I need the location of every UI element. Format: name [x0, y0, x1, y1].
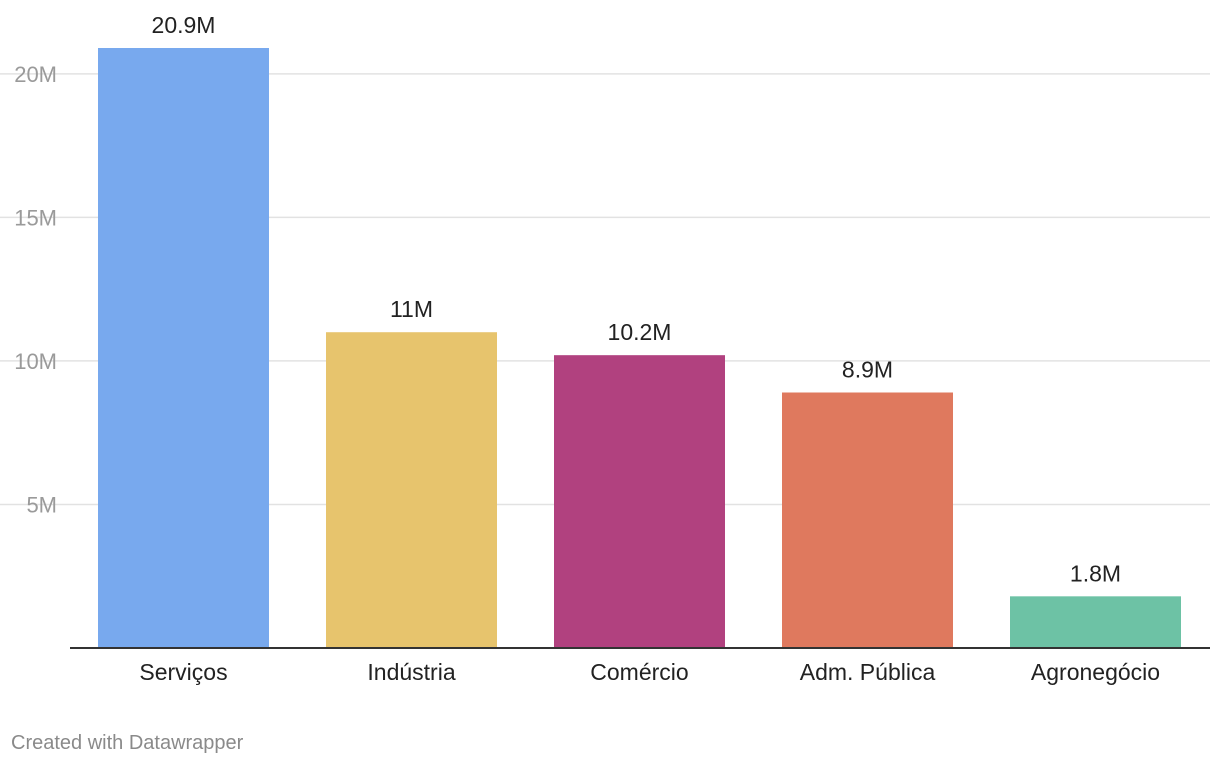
bar-value-label: 10.2M [608, 319, 672, 345]
x-category-label: Serviços [139, 659, 227, 685]
bar[interactable] [782, 392, 953, 648]
bar-value-label: 11M [390, 296, 433, 322]
bar[interactable] [98, 48, 269, 648]
bar-value-label: 1.8M [1070, 560, 1121, 586]
bar[interactable] [1010, 596, 1181, 648]
datawrapper-credit[interactable]: Created with Datawrapper [11, 732, 244, 754]
y-tick-label: 20M [14, 62, 57, 87]
y-axis-ticks: 5M 10M 15M 20M [14, 62, 57, 518]
y-tick-label: 5M [26, 492, 57, 517]
x-category-label: Comércio [590, 659, 688, 685]
x-axis-category-labels: Serviços Indústria Comércio Adm. Pública Agr… [139, 659, 1160, 685]
x-category-label: Agronegócio [1031, 659, 1160, 685]
value-labels: 20.9M 11M 10.2M 8.9M 1.8M [152, 12, 1122, 586]
x-category-label: Indústria [367, 659, 455, 685]
bar[interactable] [326, 332, 497, 648]
bar[interactable] [554, 355, 725, 648]
bar-value-label: 8.9M [842, 356, 893, 382]
bars [98, 48, 1181, 648]
y-tick-label: 15M [14, 205, 57, 230]
bar-value-label: 20.9M [152, 12, 216, 38]
x-category-label: Adm. Pública [800, 659, 936, 685]
y-tick-label: 10M [14, 349, 57, 374]
